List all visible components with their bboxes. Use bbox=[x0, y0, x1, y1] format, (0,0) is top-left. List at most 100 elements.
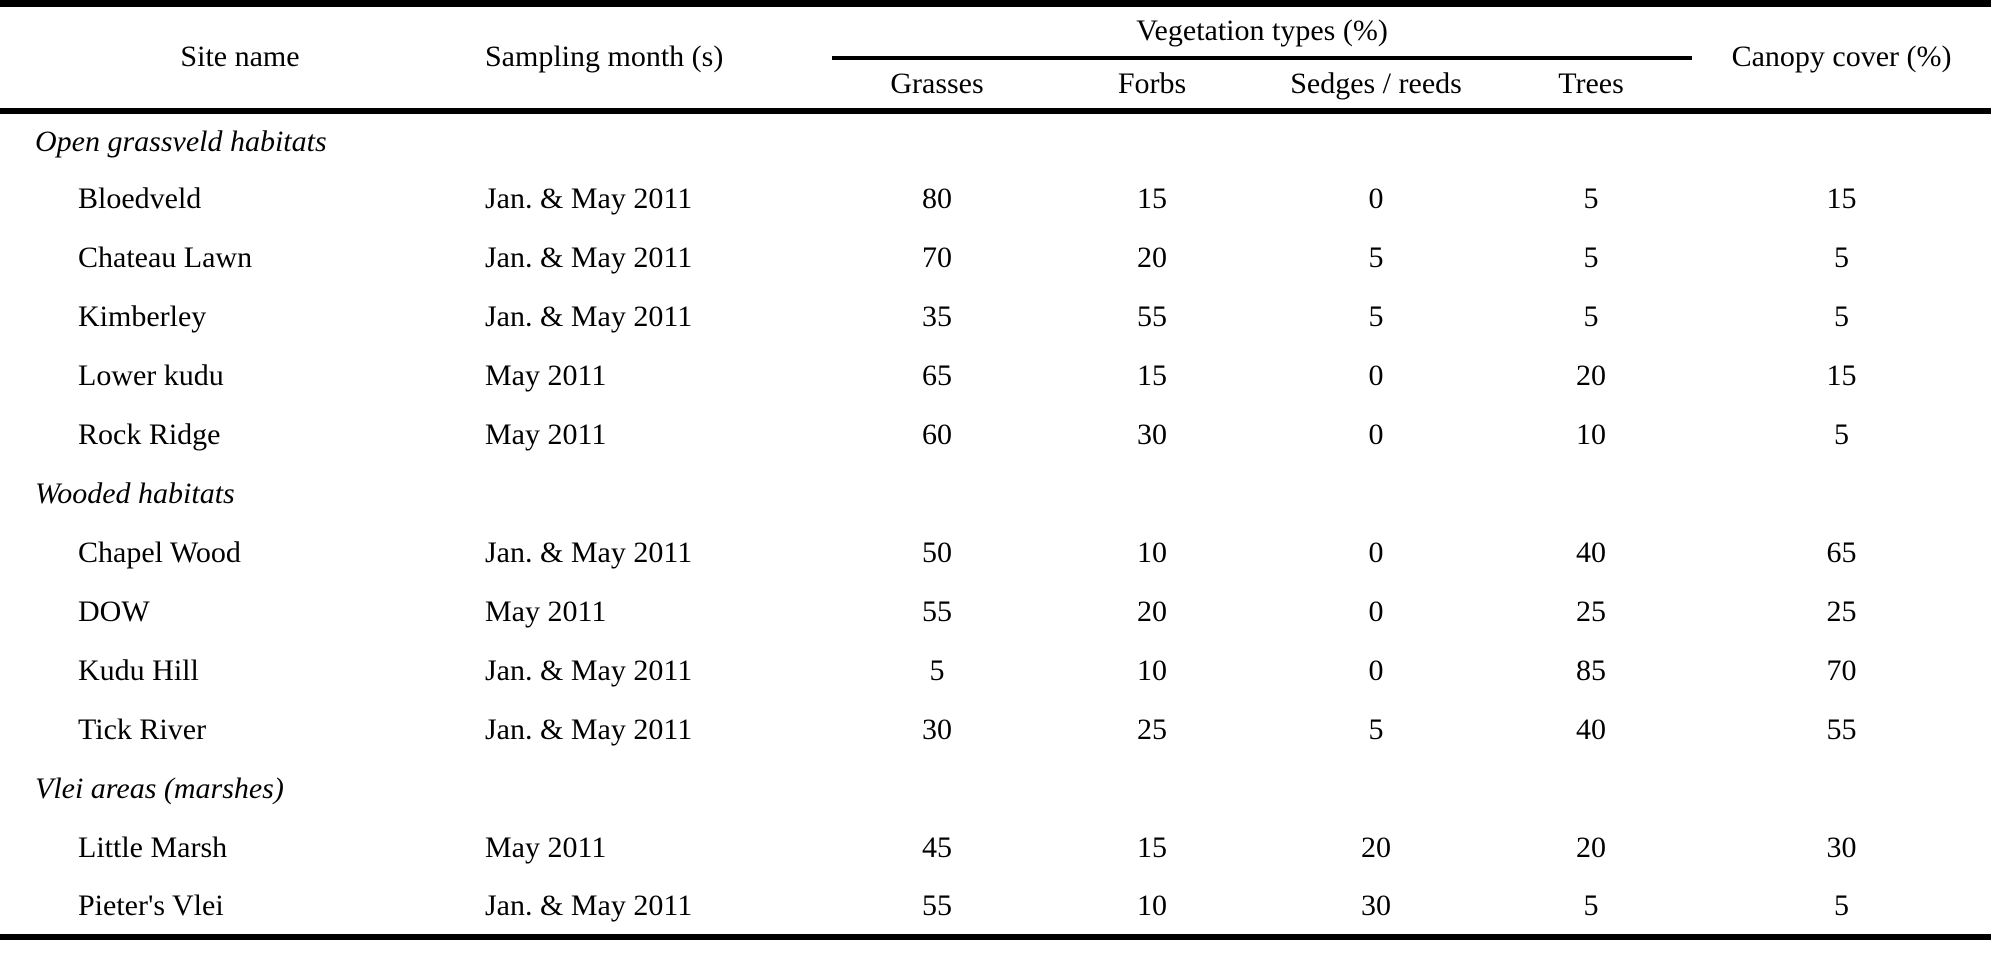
grasses-cell: 5 bbox=[929, 654, 945, 687]
table-row: Bloedveld Jan. & May 2011 80 15 0 5 15 bbox=[0, 170, 1991, 229]
forbs-cell: 20 bbox=[1137, 241, 1167, 274]
trees-header: Trees bbox=[1490, 57, 1693, 114]
sampling-month-header: Sampling month (s) bbox=[480, 3, 832, 114]
site-name-cell: Little Marsh bbox=[78, 831, 228, 864]
grasses-cell: 30 bbox=[922, 713, 952, 746]
section-row: Open grassveld habitats bbox=[0, 111, 1991, 170]
sampling-month-cell: Jan. & May 2011 bbox=[485, 888, 693, 922]
forbs-cell: 20 bbox=[1137, 595, 1167, 628]
sedges-reeds-cell: 0 bbox=[1368, 182, 1384, 215]
trees-cell: 40 bbox=[1576, 536, 1607, 569]
trees-cell: 5 bbox=[1583, 888, 1599, 922]
grasses-cell: 60 bbox=[922, 418, 952, 451]
table-header: Site name Sampling month (s) Vegetation … bbox=[0, 3, 1991, 114]
sampling-month-cell: Jan. & May 2011 bbox=[485, 536, 693, 569]
trees-cell: 5 bbox=[1583, 241, 1599, 274]
vegetation-types-header: Vegetation types (%) bbox=[832, 3, 1693, 60]
sedges-reeds-cell: 0 bbox=[1368, 595, 1384, 628]
forbs-cell: 55 bbox=[1137, 300, 1167, 333]
sedges-reeds-header: Sedges / reeds bbox=[1262, 57, 1490, 114]
site-name-cell: Tick River bbox=[78, 713, 207, 746]
trees-cell: 20 bbox=[1576, 831, 1607, 864]
section-label: Open grassveld habitats bbox=[35, 124, 327, 158]
table-row: DOW May 2011 55 20 0 25 25 bbox=[0, 583, 1991, 642]
forbs-cell: 30 bbox=[1137, 418, 1167, 451]
forbs-cell: 10 bbox=[1137, 888, 1167, 922]
site-name-cell: Rock Ridge bbox=[78, 418, 221, 451]
sedges-reeds-cell: 0 bbox=[1368, 536, 1384, 569]
table-row: Chateau Lawn Jan. & May 2011 70 20 5 5 5 bbox=[0, 229, 1991, 288]
table-row: Kudu Hill Jan. & May 2011 5 10 0 85 70 bbox=[0, 642, 1991, 701]
sedges-reeds-cell: 0 bbox=[1368, 654, 1384, 687]
sampling-month-cell: May 2011 bbox=[485, 359, 607, 392]
grasses-cell: 70 bbox=[922, 241, 952, 274]
canopy-cover-header: Canopy cover (%) bbox=[1692, 3, 1991, 114]
table-row: Little Marsh May 2011 45 15 20 20 30 bbox=[0, 819, 1991, 878]
canopy-cover-cell: 65 bbox=[1826, 536, 1857, 569]
canopy-cover-cell: 30 bbox=[1826, 831, 1857, 864]
sedges-reeds-cell: 30 bbox=[1361, 888, 1391, 922]
sampling-month-cell: Jan. & May 2011 bbox=[485, 241, 693, 274]
forbs-cell: 15 bbox=[1137, 182, 1167, 215]
grasses-cell: 55 bbox=[922, 595, 952, 628]
table-row: Lower kudu May 2011 65 15 0 20 15 bbox=[0, 347, 1991, 406]
forbs-cell: 25 bbox=[1137, 713, 1167, 746]
canopy-cover-cell: 5 bbox=[1834, 888, 1850, 922]
table-row: Tick River Jan. & May 2011 30 25 5 40 55 bbox=[0, 701, 1991, 760]
trees-cell: 5 bbox=[1583, 182, 1599, 215]
trees-cell: 10 bbox=[1576, 418, 1607, 451]
grasses-cell: 65 bbox=[922, 359, 952, 392]
section-label: Vlei areas (marshes) bbox=[35, 772, 284, 805]
section-row: Vlei areas (marshes) bbox=[0, 760, 1991, 819]
section-row: Wooded habitats bbox=[0, 465, 1991, 524]
table-row: Chapel Wood Jan. & May 2011 50 10 0 40 65 bbox=[0, 524, 1991, 583]
table-row: Pieter's Vlei Jan. & May 2011 55 10 30 5 5 bbox=[0, 878, 1991, 937]
grasses-cell: 35 bbox=[922, 300, 952, 333]
site-name-cell: Chapel Wood bbox=[78, 536, 241, 569]
forbs-cell: 10 bbox=[1137, 654, 1167, 687]
grasses-cell: 50 bbox=[922, 536, 952, 569]
canopy-cover-cell: 5 bbox=[1834, 300, 1850, 333]
site-name-cell: Bloedveld bbox=[78, 182, 202, 215]
section-label: Wooded habitats bbox=[35, 477, 235, 510]
grasses-cell: 55 bbox=[922, 888, 952, 922]
site-name-header: Site name bbox=[0, 3, 480, 114]
sedges-reeds-cell: 0 bbox=[1368, 418, 1384, 451]
forbs-header: Forbs bbox=[1042, 57, 1262, 114]
grasses-cell: 80 bbox=[922, 182, 952, 215]
grasses-header: Grasses bbox=[832, 57, 1042, 114]
canopy-cover-cell: 70 bbox=[1826, 654, 1857, 687]
canopy-cover-cell: 15 bbox=[1826, 182, 1857, 215]
sampling-month-cell: Jan. & May 2011 bbox=[485, 300, 693, 333]
sedges-reeds-cell: 5 bbox=[1368, 300, 1384, 333]
canopy-cover-cell: 15 bbox=[1826, 359, 1857, 392]
canopy-cover-cell: 5 bbox=[1834, 418, 1850, 451]
sampling-month-cell: Jan. & May 2011 bbox=[485, 713, 693, 746]
table-row: Rock Ridge May 2011 60 30 0 10 5 bbox=[0, 406, 1991, 465]
site-name-cell: Lower kudu bbox=[78, 359, 224, 392]
table-body: Open grassveld habitats Bloedveld Jan. & M… bbox=[0, 111, 1991, 937]
sampling-month-cell: May 2011 bbox=[485, 418, 607, 451]
site-name-cell: Chateau Lawn bbox=[78, 241, 253, 274]
sedges-reeds-cell: 5 bbox=[1368, 713, 1384, 746]
site-name-cell: Kudu Hill bbox=[78, 654, 199, 687]
table-row: Kimberley Jan. & May 2011 35 55 5 5 5 bbox=[0, 288, 1991, 347]
header-row-sub: Grasses Forbs Sedges / reeds Trees bbox=[0, 57, 1991, 114]
sampling-month-cell: May 2011 bbox=[485, 831, 607, 864]
forbs-cell: 15 bbox=[1137, 831, 1167, 864]
site-name-cell: Pieter's Vlei bbox=[78, 888, 224, 922]
grasses-cell: 45 bbox=[922, 831, 952, 864]
trees-cell: 25 bbox=[1576, 595, 1607, 628]
canopy-cover-cell: 5 bbox=[1834, 241, 1850, 274]
sampling-month-cell: Jan. & May 2011 bbox=[485, 182, 693, 215]
sedges-reeds-cell: 0 bbox=[1368, 359, 1384, 392]
sampling-month-cell: May 2011 bbox=[485, 595, 607, 628]
sedges-reeds-cell: 5 bbox=[1368, 241, 1384, 274]
canopy-cover-cell: 55 bbox=[1826, 713, 1857, 746]
site-name-cell: Kimberley bbox=[78, 300, 207, 333]
sampling-month-cell: Jan. & May 2011 bbox=[485, 654, 693, 687]
sedges-reeds-cell: 20 bbox=[1361, 831, 1391, 864]
forbs-cell: 15 bbox=[1137, 359, 1167, 392]
forbs-cell: 10 bbox=[1137, 536, 1167, 569]
